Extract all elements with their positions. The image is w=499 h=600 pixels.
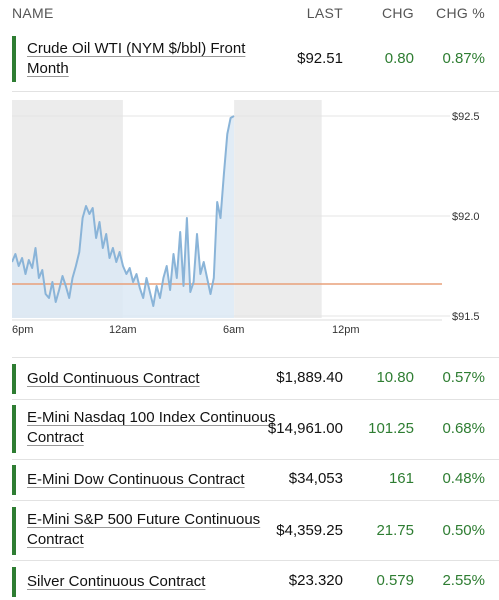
row-accent-bar bbox=[12, 364, 16, 394]
y-tick-label: $92.5 bbox=[452, 111, 480, 123]
row-change: 0.579 bbox=[376, 572, 414, 589]
row-name-link[interactable]: Crude Oil WTI (NYM $/bbl) Front Month bbox=[27, 39, 245, 79]
row-name-link[interactable]: Gold Continuous Contract bbox=[27, 369, 200, 389]
column-header-last: LAST bbox=[306, 5, 343, 21]
row-change: 21.75 bbox=[376, 522, 414, 539]
row-change: 101.25 bbox=[368, 420, 414, 437]
row-name-line2[interactable]: Contract bbox=[27, 429, 84, 446]
row-accent-bar bbox=[12, 507, 16, 555]
x-tick-label: 6am bbox=[223, 324, 244, 336]
row-name-line1[interactable]: E-Mini Nasdaq 100 Index Continuous bbox=[27, 409, 276, 426]
row-change-pct: 2.55% bbox=[442, 572, 485, 589]
row-last-price: $23.320 bbox=[288, 572, 343, 589]
row-last-price: $14,961.00 bbox=[267, 420, 343, 437]
row-divider bbox=[12, 560, 499, 561]
table-row[interactable]: Silver Continuous Contract $23.320 0.579… bbox=[0, 565, 499, 597]
row-change-pct: 0.57% bbox=[442, 369, 485, 386]
row-divider bbox=[12, 91, 499, 92]
row-name-line1[interactable]: E-Mini S&P 500 Future Continuous bbox=[27, 511, 261, 528]
row-accent-bar bbox=[12, 405, 16, 453]
row-name-link[interactable]: E-Mini Dow Continuous Contract bbox=[27, 470, 245, 490]
column-header-chg-pct: CHG % bbox=[436, 5, 485, 21]
row-name-link[interactable]: Silver Continuous Contract bbox=[27, 572, 205, 592]
row-divider bbox=[12, 459, 499, 460]
price-chart: 6pm 12am 6am 12pm $92.5 $92.0 $91.5 bbox=[12, 100, 499, 340]
row-change: 0.80 bbox=[384, 50, 414, 67]
column-header-name: NAME bbox=[12, 5, 54, 21]
table-row[interactable]: Gold Continuous Contract $1,889.40 10.80… bbox=[0, 362, 499, 394]
y-tick-label: $91.5 bbox=[452, 311, 480, 323]
row-name-line2[interactable]: Month bbox=[27, 60, 69, 77]
price-chart-svg: 6pm 12am 6am 12pm $92.5 $92.0 $91.5 bbox=[12, 100, 480, 336]
row-change-pct: 0.68% bbox=[442, 420, 485, 437]
x-tick-label: 6pm bbox=[12, 324, 33, 336]
row-name-link[interactable]: E-Mini S&P 500 Future Continuous Contrac… bbox=[27, 510, 260, 550]
y-tick-label: $92.0 bbox=[452, 211, 480, 223]
row-divider bbox=[12, 399, 499, 400]
row-change: 161 bbox=[388, 470, 414, 487]
row-divider bbox=[12, 500, 499, 501]
shaded-time-range bbox=[234, 100, 322, 318]
row-change: 10.80 bbox=[376, 369, 414, 386]
x-tick-label: 12pm bbox=[332, 324, 360, 336]
table-row[interactable]: E-Mini Dow Continuous Contract $34,053 1… bbox=[0, 463, 499, 495]
row-divider bbox=[12, 357, 499, 358]
column-header-chg: CHG bbox=[381, 5, 414, 21]
row-name-line1[interactable]: E-Mini Dow Continuous Contract bbox=[27, 471, 245, 488]
row-name-line1[interactable]: Crude Oil WTI (NYM $/bbl) Front bbox=[27, 40, 246, 57]
table-row[interactable]: E-Mini S&P 500 Future Continuous Contrac… bbox=[0, 507, 499, 555]
row-change-pct: 0.48% bbox=[442, 470, 485, 487]
featured-row-crude-oil[interactable]: Crude Oil WTI (NYM $/bbl) Front Month $9… bbox=[0, 34, 499, 84]
row-name-line1[interactable]: Silver Continuous Contract bbox=[27, 573, 206, 590]
row-accent-bar bbox=[12, 567, 16, 597]
row-last-price: $92.51 bbox=[297, 50, 343, 67]
row-name-line1[interactable]: Gold Continuous Contract bbox=[27, 370, 200, 387]
row-last-price: $34,053 bbox=[288, 470, 343, 487]
row-last-price: $1,889.40 bbox=[276, 369, 343, 386]
row-change-pct: 0.50% bbox=[442, 522, 485, 539]
table-header: NAME LAST CHG CHG % bbox=[0, 0, 499, 26]
table-row[interactable]: E-Mini Nasdaq 100 Index Continuous Contr… bbox=[0, 405, 499, 453]
row-accent-bar bbox=[12, 465, 16, 495]
x-tick-label: 12am bbox=[109, 324, 137, 336]
row-name-line2[interactable]: Contract bbox=[27, 531, 84, 548]
row-name-link[interactable]: E-Mini Nasdaq 100 Index Continuous Contr… bbox=[27, 408, 275, 448]
price-series-line bbox=[12, 115, 235, 307]
row-last-price: $4,359.25 bbox=[276, 522, 343, 539]
row-change-pct: 0.87% bbox=[442, 50, 485, 67]
row-accent-bar bbox=[12, 36, 16, 82]
